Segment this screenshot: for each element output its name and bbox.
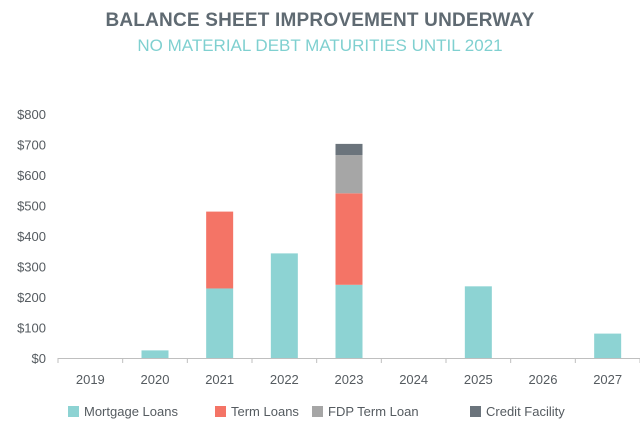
y-tick-label: $700	[17, 138, 46, 153]
legend-label: FDP Term Loan	[328, 404, 419, 419]
x-tick-label: 2027	[593, 372, 622, 387]
bar-segment	[270, 253, 298, 358]
chart-subtitle: NO MATERIAL DEBT MATURITIES UNTIL 2021	[137, 36, 503, 55]
bar-segment	[335, 284, 363, 358]
bar-segment	[335, 193, 363, 285]
legend-label: Term Loans	[231, 404, 299, 419]
y-tick-label: $0	[32, 351, 46, 366]
legend-label: Credit Facility	[486, 404, 565, 419]
bar-segment	[464, 286, 492, 358]
x-tick-label: 2024	[399, 372, 428, 387]
x-tick-label: 2022	[270, 372, 299, 387]
chart-title: BALANCE SHEET IMPROVEMENT UNDERWAY	[105, 10, 535, 31]
bar-segment	[141, 350, 169, 358]
bar-segment	[335, 155, 363, 194]
x-tick-label: 2026	[529, 372, 558, 387]
x-tick-label: 2021	[205, 372, 234, 387]
legend-swatch	[312, 406, 323, 417]
bar-segment	[335, 143, 363, 156]
legend-swatch	[215, 406, 226, 417]
legend-swatch	[470, 406, 481, 417]
legend-swatch	[68, 406, 79, 417]
bar-segment	[206, 288, 234, 358]
legend-label: Mortgage Loans	[84, 404, 178, 419]
bar-segment	[594, 333, 622, 358]
y-tick-label: $200	[17, 290, 46, 305]
y-tick-label: $300	[17, 260, 46, 275]
x-tick-label: 2020	[141, 372, 170, 387]
y-tick-label: $600	[17, 168, 46, 183]
y-tick-label: $400	[17, 229, 46, 244]
x-tick-label: 2025	[464, 372, 493, 387]
x-tick-label: 2023	[335, 372, 364, 387]
y-tick-label: $800	[17, 107, 46, 122]
bar-segment	[206, 211, 234, 289]
y-tick-label: $500	[17, 199, 46, 214]
y-tick-label: $100	[17, 321, 46, 336]
x-tick-label: 2019	[76, 372, 105, 387]
